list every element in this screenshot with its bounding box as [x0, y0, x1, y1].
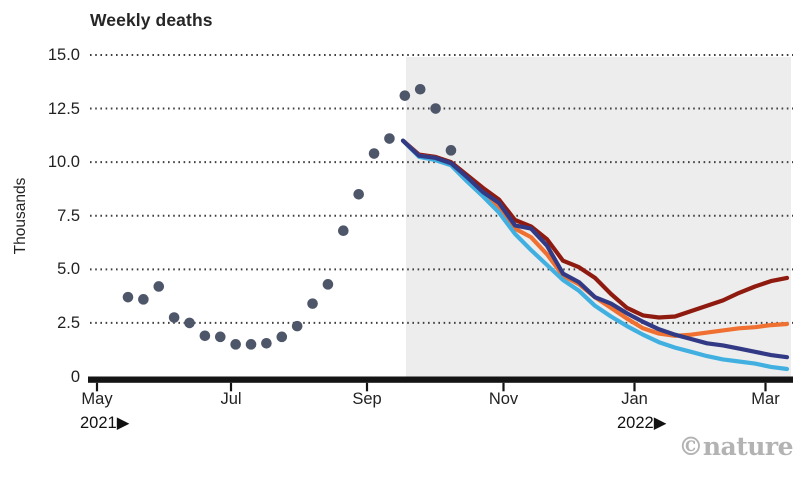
- chart-title: Weekly deaths: [90, 10, 213, 30]
- observed-weekly-deaths-point: [353, 188, 365, 200]
- observed-weekly-deaths-point: [184, 317, 195, 329]
- observed-weekly-deaths-point: [291, 320, 303, 332]
- x-tick-label-jul: Jul: [220, 390, 242, 408]
- x-tick-label-nov: Nov: [488, 390, 519, 408]
- year-marker-2022: 2022▶: [617, 414, 667, 432]
- observed-weekly-deaths-point: [322, 279, 334, 290]
- observed-weekly-deaths-point: [122, 291, 134, 303]
- observed-weekly-deaths-point: [338, 225, 349, 237]
- y-tick-label-2.5: 2.5: [57, 313, 80, 332]
- projection-light-blue: [400, 138, 790, 372]
- observed-weekly-deaths-point: [430, 103, 441, 114]
- observed-weekly-deaths-point: [414, 83, 426, 95]
- observed-weekly-deaths-point: [138, 294, 149, 305]
- y-tick-label-5.0: 5.0: [57, 260, 80, 279]
- observed-weekly-deaths-point: [230, 339, 241, 350]
- x-axis-line: [88, 376, 793, 383]
- observed-weekly-deaths-point: [168, 312, 180, 323]
- year-marker-2021: 2021▶: [80, 414, 130, 432]
- y-tick-label-10.0: 10.0: [47, 153, 80, 172]
- observed-weekly-deaths-point: [368, 148, 380, 159]
- observed-weekly-deaths-point: [384, 133, 395, 144]
- observed-weekly-deaths-point: [307, 298, 318, 309]
- projection-navy: [400, 138, 790, 360]
- observed-weekly-deaths-point: [153, 281, 165, 292]
- x-tick-label-sep: Sep: [352, 390, 382, 408]
- y-tick-label-7.5: 7.5: [57, 206, 80, 225]
- observed-weekly-deaths-point: [261, 337, 272, 349]
- nature-credit: ©nature: [678, 432, 793, 461]
- x-tick-label-may: May: [81, 390, 113, 408]
- observed-weekly-deaths-point: [214, 331, 226, 343]
- observed-weekly-deaths-point: [445, 145, 457, 156]
- y-tick-label-0: 0: [70, 367, 80, 386]
- observed-weekly-deaths-point: [399, 90, 411, 101]
- observed-weekly-deaths-point: [245, 339, 257, 350]
- observed-weekly-deaths-point: [199, 330, 211, 342]
- observed-weekly-deaths-point: [276, 331, 288, 343]
- y-tick-label-15.0: 15.0: [47, 45, 80, 64]
- y-tick-label-12.5: 12.5: [47, 99, 80, 118]
- x-tick-label-jan: Jan: [621, 390, 648, 408]
- x-tick-label-mar: Mar: [751, 390, 780, 408]
